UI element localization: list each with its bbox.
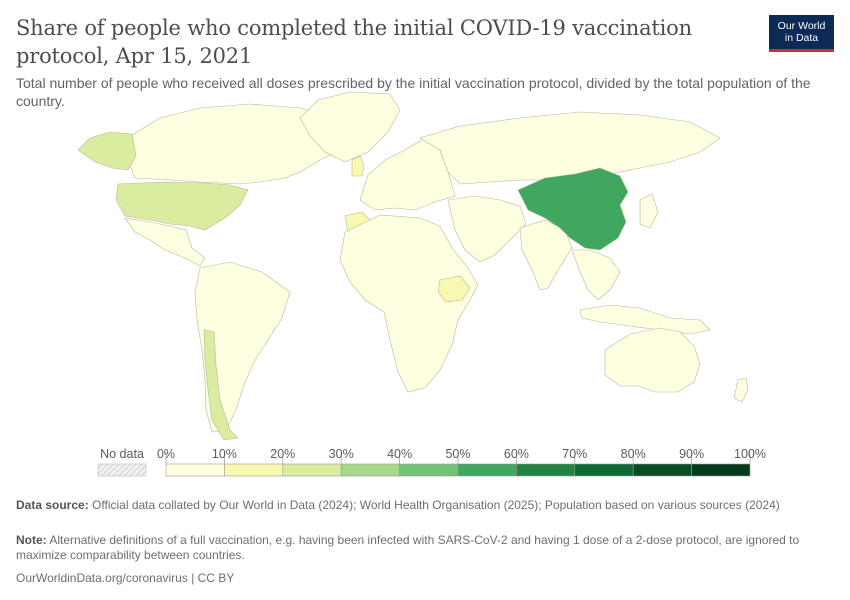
country-southeast-asia[interactable] <box>571 249 621 301</box>
coronavirus-link[interactable]: OurWorldinData.org/coronavirus <box>16 571 188 585</box>
legend-tick-label: 0% <box>157 447 175 461</box>
country-ethiopia[interactable] <box>437 275 471 303</box>
legend-tick-label: 100% <box>734 447 766 461</box>
legend-tick-label: 70% <box>562 447 587 461</box>
legend-bin[interactable] <box>516 463 576 477</box>
chart-title: Share of people who completed the initia… <box>16 16 692 68</box>
legend-tick-label: 20% <box>270 447 295 461</box>
country-africa[interactable] <box>339 214 479 393</box>
legend-bin[interactable] <box>224 463 284 477</box>
data-source: Data source: Official data collated by O… <box>16 498 816 513</box>
legend-tick-label: 10% <box>212 447 237 461</box>
legend-tick-label: 50% <box>445 447 470 461</box>
world-map <box>77 91 749 440</box>
legend-bin[interactable] <box>457 463 517 477</box>
legend-tick-label: 30% <box>329 447 354 461</box>
country-japan[interactable] <box>639 193 659 229</box>
chart-subtitle: Total number of people who received all … <box>16 75 811 109</box>
legend-bin[interactable] <box>574 463 634 477</box>
legend-bin[interactable] <box>282 463 342 477</box>
country-alaska[interactable] <box>77 131 137 171</box>
license-text: | CC BY <box>187 571 235 585</box>
legend-tick-label: 90% <box>679 447 704 461</box>
legend-no-data-label: No data <box>100 447 144 461</box>
country-north-america[interactable] <box>127 103 351 185</box>
country-new-zealand[interactable] <box>733 377 749 403</box>
country-australia[interactable] <box>604 327 701 393</box>
legend-bin[interactable] <box>691 463 751 477</box>
legend: No data 0% 10% 20% 30% 40% 50% 60% 70% 80% 90% 100… <box>97 447 766 477</box>
legend-tick-label: 60% <box>504 447 529 461</box>
owid-logo[interactable]: Our World in Data <box>769 15 834 52</box>
country-chile[interactable] <box>203 329 239 440</box>
legend-tick-label: 40% <box>387 447 412 461</box>
data-source-label: Data source: <box>16 498 89 512</box>
country-united-states[interactable] <box>115 181 249 231</box>
legend-bin[interactable] <box>340 463 400 477</box>
legend-no-data-swatch <box>97 463 147 477</box>
country-indonesia[interactable] <box>579 304 711 335</box>
note-text: Alternative definitions of a full vaccin… <box>16 533 800 562</box>
legend-bin[interactable] <box>399 463 459 477</box>
country-middle-east[interactable] <box>447 195 527 263</box>
legend-tick-label: 80% <box>621 447 646 461</box>
legend-bin[interactable] <box>165 463 225 477</box>
footer-links: OurWorldinData.org/coronavirus | CC BY <box>16 571 816 586</box>
logo-line-2: in Data <box>784 32 819 44</box>
country-greenland[interactable] <box>299 91 401 163</box>
note-label: Note: <box>16 533 47 547</box>
logo-line-1: Our World <box>777 20 826 32</box>
legend-bin[interactable] <box>632 463 692 477</box>
country-russia[interactable] <box>419 111 721 185</box>
country-china[interactable] <box>517 167 629 251</box>
data-source-text: Official data collated by Our World in D… <box>92 498 780 512</box>
country-mexico[interactable] <box>124 217 206 267</box>
country-united-kingdom[interactable] <box>351 155 365 177</box>
note: Note: Alternative definitions of a full … <box>16 533 816 563</box>
